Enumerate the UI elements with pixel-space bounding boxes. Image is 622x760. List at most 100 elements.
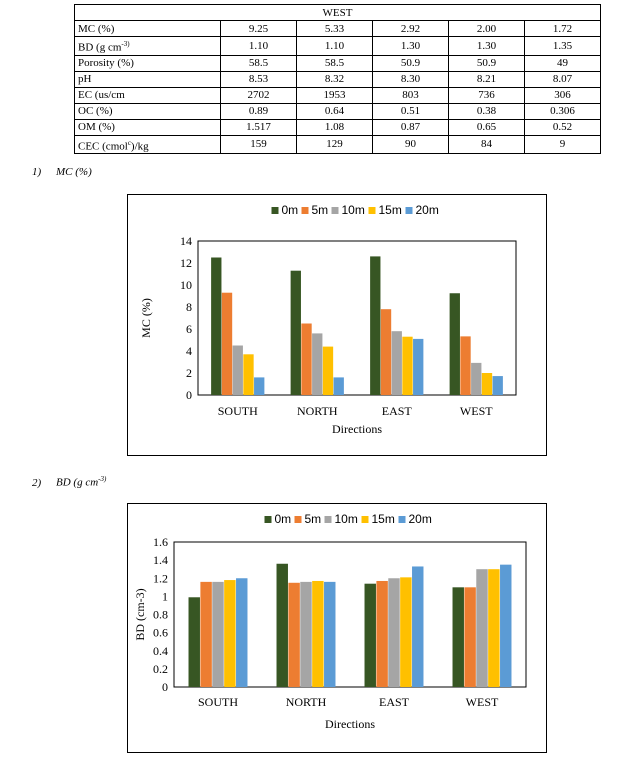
mc-chart: 0 2 4 6 8 10 12 14 SOUTH NORTH EAST WEST Directions M… — [127, 194, 547, 456]
bar-5m-north — [301, 323, 312, 395]
row-label: OM (%) — [74, 118, 221, 136]
legend-label: 15m — [379, 203, 402, 217]
x-category-label: EAST — [382, 404, 413, 418]
legend-swatch-0m — [264, 516, 272, 523]
table-cell: 2702 — [220, 86, 297, 104]
table-cell: 0.52 — [523, 118, 602, 136]
bar-0m-south — [188, 597, 200, 687]
bar-10m-east — [391, 331, 402, 395]
legend-label: 20m — [409, 512, 432, 526]
table-cell: 306 — [523, 86, 602, 104]
bar-0m-east — [370, 256, 381, 395]
table-cell: 5.33 — [296, 20, 373, 37]
bar-15m-east — [400, 577, 412, 687]
bar-10m-south — [212, 581, 224, 687]
table-title: WEST — [73, 4, 602, 21]
table-cell: 50.9 — [372, 54, 449, 72]
bar-15m-west — [481, 373, 493, 395]
table-cell: 8.53 — [220, 70, 297, 88]
heading-number: 2) — [32, 476, 42, 489]
bar-0m-east — [364, 583, 376, 687]
table-cell: 84 — [448, 134, 525, 155]
table-cell: 58.5 — [296, 54, 373, 72]
bar-5m-south — [221, 292, 233, 395]
table-cell: 0.38 — [448, 102, 525, 120]
section-heading-mc: 1) MC (%) — [32, 166, 92, 178]
table-cell: 1.10 — [296, 36, 373, 56]
legend-label: 5m — [312, 203, 329, 217]
table-cell: 8.30 — [372, 70, 449, 88]
x-category-label: WEST — [460, 404, 493, 418]
soil-properties-table: WEST MC (%) 9.25 5.33 2.92 2.00 1.72 BD (g cm-… — [73, 4, 602, 155]
table-cell: 0.89 — [220, 102, 297, 120]
table-cell: 2.00 — [448, 20, 525, 37]
bar-0m-south — [211, 257, 222, 395]
bar-10m-west — [476, 569, 488, 687]
mc-chart-svg: 0 2 4 6 8 10 12 14 SOUTH NORTH EAST WEST Directions M… — [139, 203, 517, 436]
y-tick-label: 0.4 — [153, 644, 168, 658]
y-tick-label: 1.4 — [153, 553, 168, 567]
y-tick-label: 10 — [180, 278, 192, 292]
table-cell: 1.35 — [523, 36, 602, 56]
bar-15m-west — [488, 569, 500, 687]
x-category-label: SOUTH — [218, 404, 258, 418]
table-row: OC (%) 0.89 0.64 0.51 0.38 0.306 — [74, 102, 602, 120]
y-tick-label: 1 — [162, 589, 168, 603]
x-axis-title: Directions — [332, 422, 382, 436]
table-cell: 736 — [448, 86, 525, 104]
row-label: Porosity (%) — [74, 54, 221, 72]
bar-0m-west — [449, 293, 460, 395]
row-label: MC (%) — [74, 20, 221, 37]
bar-5m-north — [288, 582, 300, 687]
heading-text: MC (%) — [56, 166, 92, 178]
bar-0m-north — [276, 563, 288, 687]
legend-swatch-10m — [331, 207, 339, 214]
bar-20m-east — [413, 338, 424, 395]
table-cell: 90 — [372, 134, 449, 155]
table-row: BD (g cm-3) 1.10 1.10 1.30 1.30 1.35 — [74, 36, 602, 56]
legend-swatch-10m — [324, 516, 332, 523]
row-label: BD (g cm-3) — [74, 36, 221, 56]
table-cell: 8.21 — [448, 70, 525, 88]
table-cell: 159 — [220, 134, 297, 155]
heading-superscript: -3) — [98, 475, 107, 483]
plot-area — [197, 240, 517, 396]
bar-20m-west — [500, 564, 512, 687]
bar-10m-north — [300, 581, 312, 687]
x-category-label: NORTH — [297, 404, 338, 418]
table-row: Porosity (%) 58.5 58.5 50.9 50.9 49 — [74, 54, 602, 72]
bar-10m-south — [232, 345, 243, 395]
row-label: OC (%) — [74, 102, 221, 120]
y-tick-label: 0.2 — [153, 662, 168, 676]
x-category-label: WEST — [466, 695, 499, 709]
bar-20m-north — [324, 581, 336, 687]
table-cell: 1.517 — [220, 118, 297, 136]
y-tick-label: 4 — [186, 344, 192, 358]
y-tick-label: 0 — [162, 680, 168, 694]
table-cell: 8.07 — [523, 70, 602, 88]
legend-label: 10m — [335, 512, 358, 526]
bar-0m-west — [452, 587, 464, 687]
table-row: EC (us/cm 2702 1953 803 736 306 — [74, 86, 602, 104]
y-tick-label: 1.2 — [153, 571, 168, 585]
table-cell: 1.30 — [372, 36, 449, 56]
y-tick-label: 14 — [180, 234, 192, 248]
legend-label: 15m — [372, 512, 395, 526]
table-cell: 8.32 — [296, 70, 373, 88]
legend-swatch-20m — [405, 207, 413, 214]
bar-10m-north — [312, 333, 323, 395]
legend-swatch-5m — [301, 207, 309, 214]
y-tick-label: 0 — [186, 388, 192, 402]
x-axis-title: Directions — [325, 717, 375, 731]
bar-5m-south — [200, 581, 212, 687]
table-cell: 1.30 — [448, 36, 525, 56]
heading-number: 1) — [32, 166, 42, 178]
bar-5m-east — [380, 309, 392, 395]
bd-chart: 0 0.2 0.4 0.6 0.8 1 1.2 1.4 1.6 SOUTH NORTH EAST WES… — [127, 503, 547, 753]
table-cell: 1.10 — [220, 36, 297, 56]
bar-20m-south — [254, 377, 265, 395]
legend-label: 0m — [282, 203, 299, 217]
table-cell: 50.9 — [448, 54, 525, 72]
y-tick-label: 0.8 — [153, 608, 168, 622]
bar-15m-north — [322, 346, 334, 395]
